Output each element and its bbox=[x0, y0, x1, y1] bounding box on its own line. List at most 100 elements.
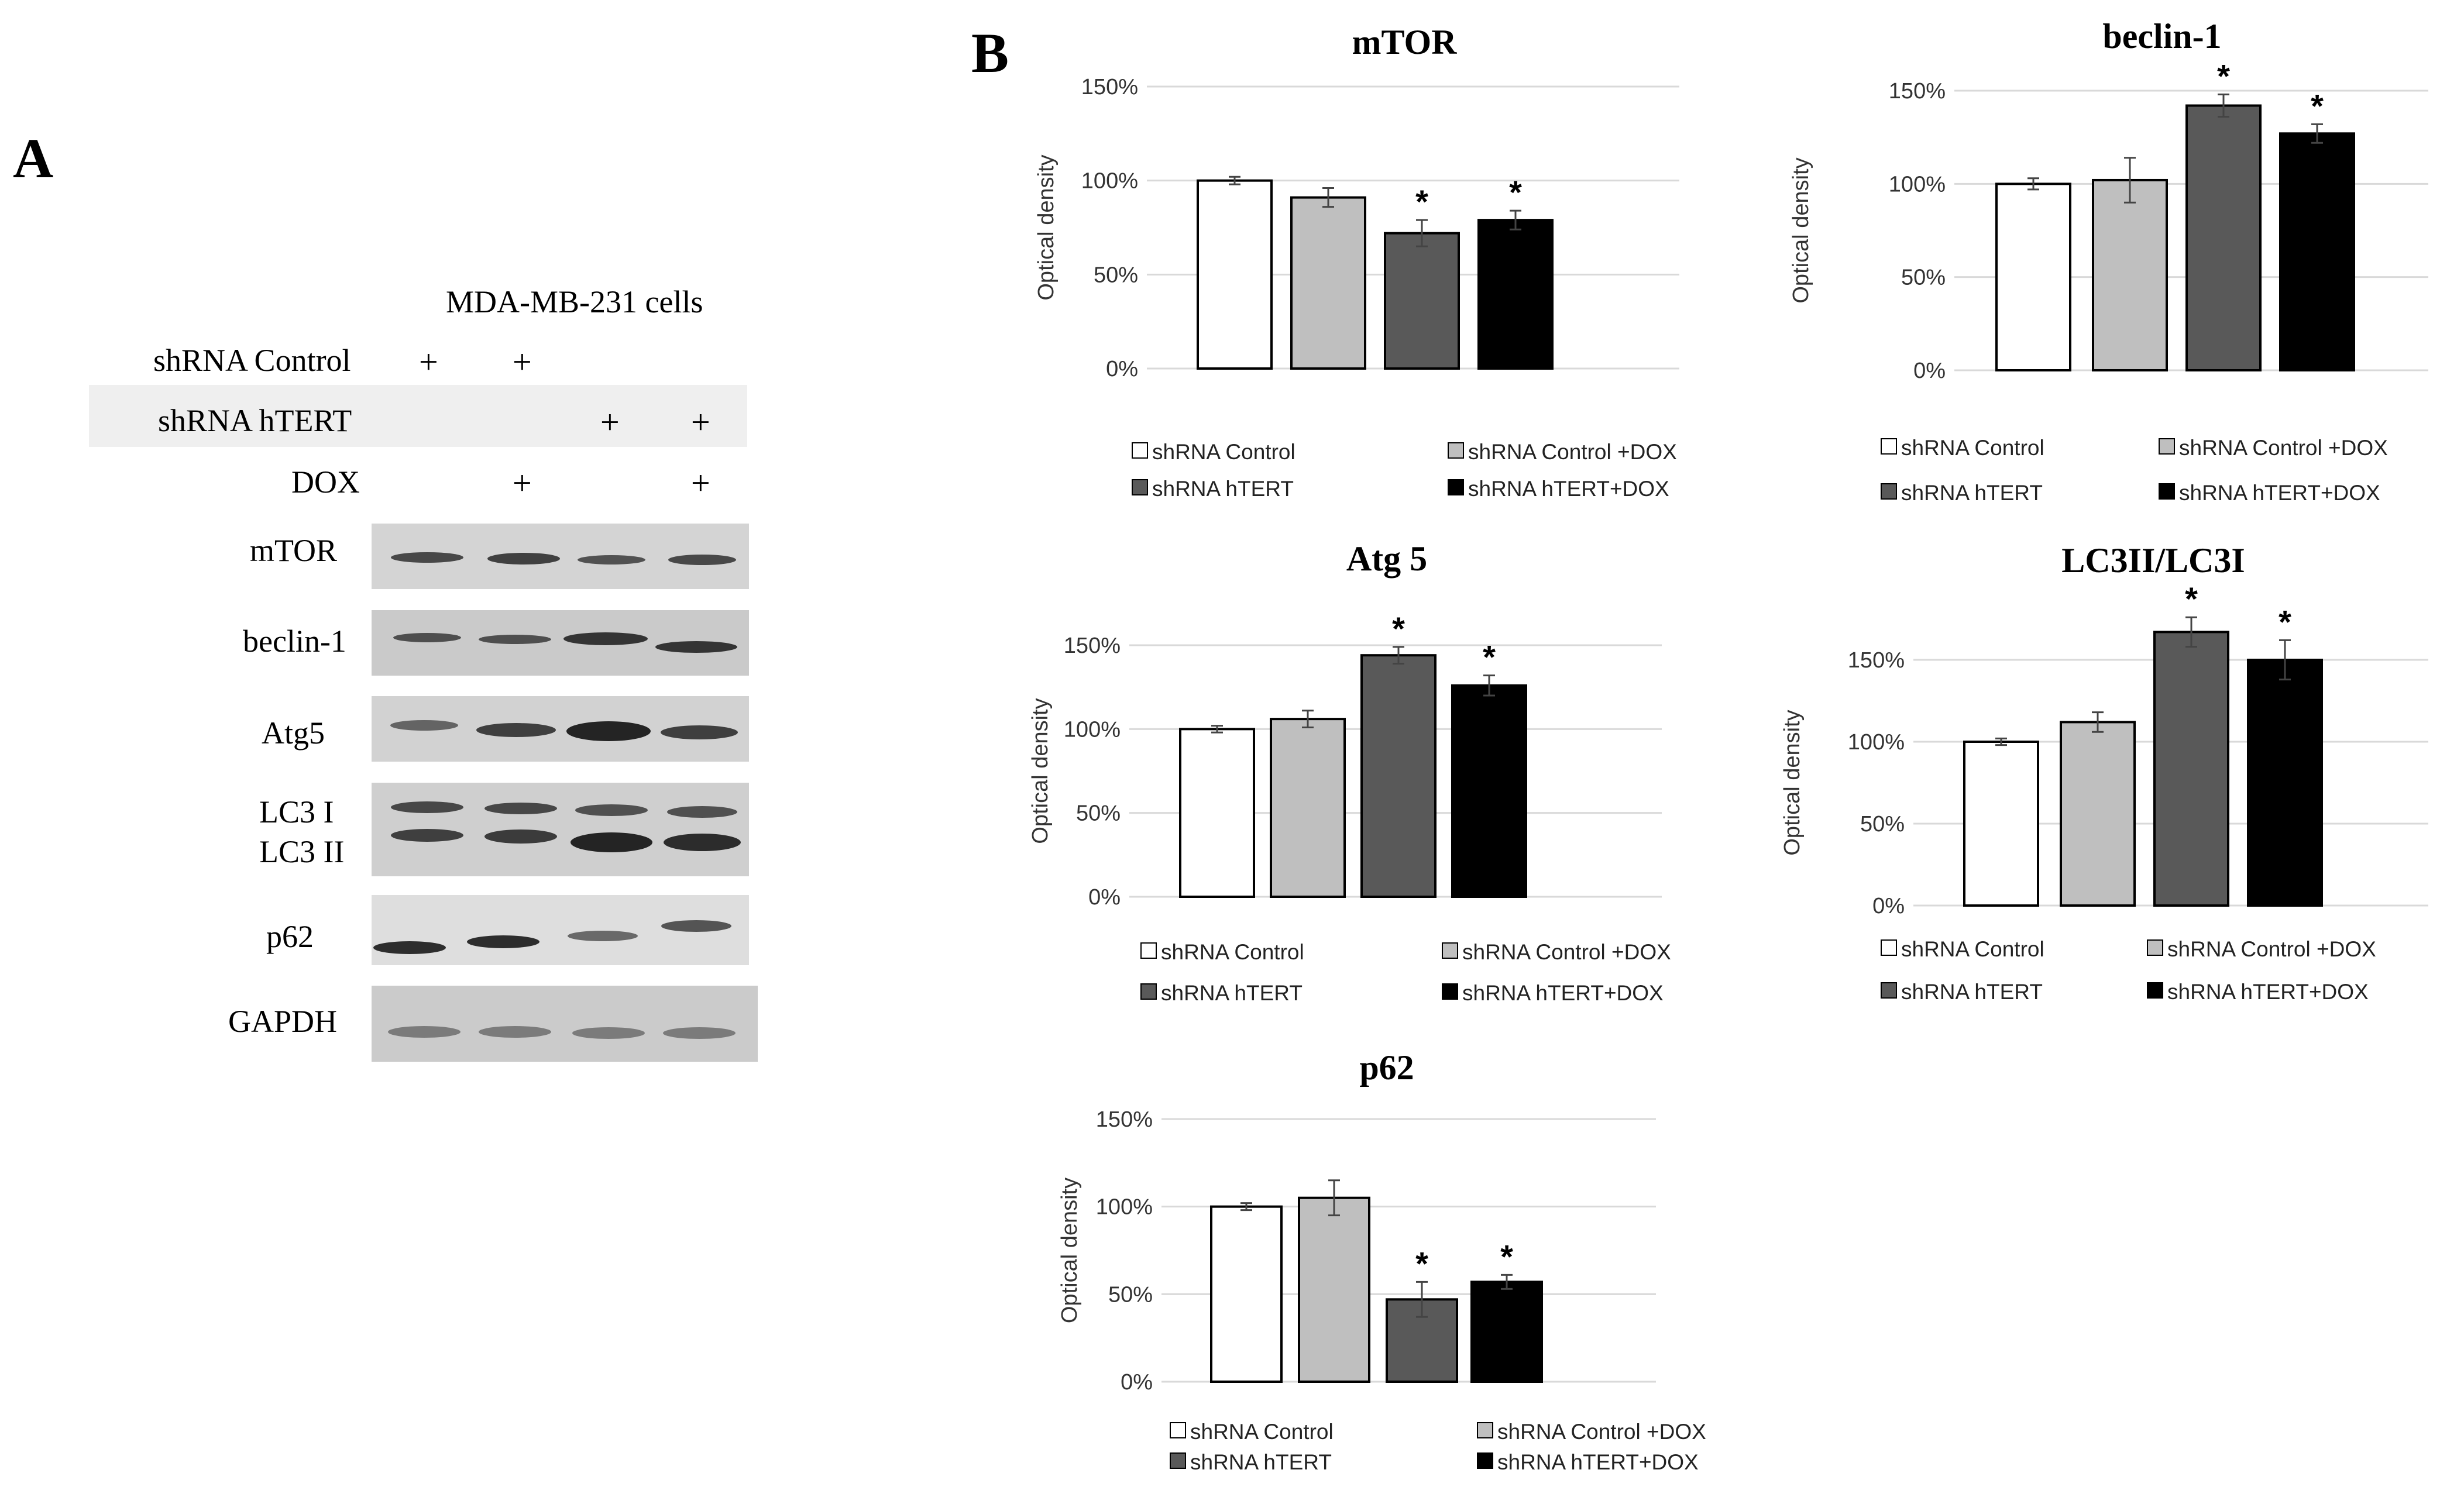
band-mtor-1 bbox=[391, 552, 463, 563]
y-tick-label: 100% bbox=[1848, 730, 1905, 755]
chart-0: mTOR 0% 50% 100% 150% Optical density * * shRNA … bbox=[1034, 23, 1679, 501]
band-beclin-3 bbox=[563, 632, 648, 645]
chart-title: beclin-1 bbox=[2102, 17, 2221, 56]
legend-label: shRNA hTERT bbox=[1901, 481, 2043, 505]
y-tick-label: 50% bbox=[1901, 266, 1946, 290]
blot-strips bbox=[372, 524, 758, 1062]
legend-swatch bbox=[1881, 483, 1897, 500]
band-gapdh-4 bbox=[663, 1027, 736, 1039]
plus-mark: + bbox=[691, 403, 710, 441]
blot-label-gapdh: GAPDH bbox=[228, 1004, 338, 1039]
y-axis-label: Optical density bbox=[1034, 154, 1059, 300]
bar-2 bbox=[1384, 232, 1460, 370]
chart-2: Atg 5 0% 50% 100% 150% Optical density * * shRNA… bbox=[1028, 539, 1671, 1005]
bar-0 bbox=[1995, 183, 2071, 371]
y-tick-label: 100% bbox=[1081, 169, 1138, 194]
band-mtor-3 bbox=[578, 555, 645, 564]
y-axis-label: Optical density bbox=[1057, 1178, 1082, 1323]
chart-title: Atg 5 bbox=[1346, 539, 1427, 578]
legend-label: shRNA Control +DOX bbox=[2167, 937, 2376, 961]
band-lc3i-1 bbox=[391, 801, 463, 813]
y-axis-label: Optical density bbox=[1028, 698, 1053, 844]
band-p62-2 bbox=[467, 935, 539, 948]
band-p62-3 bbox=[568, 931, 638, 941]
bar-3 bbox=[1451, 684, 1527, 899]
legend-swatch bbox=[1477, 1422, 1493, 1438]
bar-0 bbox=[1963, 741, 2039, 907]
band-mtor-2 bbox=[487, 553, 560, 564]
chart-4: p62 0% 50% 100% 150% Optical density * * shRNA C… bbox=[1057, 1048, 1706, 1474]
legend-swatch bbox=[1448, 479, 1464, 495]
chart-1: beclin-1 0% 50% 100% 150% Optical density * * sh… bbox=[1789, 17, 2428, 505]
band-p62-4 bbox=[661, 920, 731, 932]
bar-0 bbox=[1210, 1205, 1283, 1383]
band-atg5-4 bbox=[661, 725, 738, 739]
condition-label-shrna-htert: shRNA hTERT bbox=[158, 403, 352, 438]
legend-swatch bbox=[2147, 939, 2163, 956]
band-atg5-3 bbox=[566, 721, 651, 741]
legend-swatch bbox=[2159, 483, 2175, 500]
chart-3: LC3II/LC3I 0% 50% 100% 150% Optical density * *… bbox=[1780, 541, 2428, 1004]
y-tick-label: 50% bbox=[1860, 812, 1905, 837]
legend-label: shRNA hTERT bbox=[1190, 1450, 1332, 1474]
legend-label: shRNA Control bbox=[1152, 440, 1295, 464]
legend-label: shRNA hTERT bbox=[1152, 477, 1294, 501]
legend-swatch bbox=[1477, 1452, 1493, 1469]
legend-label: shRNA Control bbox=[1901, 937, 2044, 961]
legend-label: shRNA Control bbox=[1190, 1420, 1334, 1444]
band-p62-1 bbox=[373, 941, 446, 954]
legend-label: shRNA hTERT+DOX bbox=[2167, 980, 2369, 1004]
blot-label-p62: p62 bbox=[266, 919, 314, 954]
plus-mark: + bbox=[419, 343, 438, 381]
legend-swatch bbox=[1132, 479, 1148, 495]
legend-label: shRNA Control +DOX bbox=[1462, 940, 1671, 964]
band-lc3i-3 bbox=[575, 804, 648, 816]
y-tick-label: 0% bbox=[1913, 359, 1946, 383]
plus-mark: + bbox=[513, 343, 532, 381]
band-lc3ii-3 bbox=[571, 832, 652, 852]
plus-mark: + bbox=[600, 403, 620, 441]
bar-1 bbox=[1290, 196, 1366, 370]
y-tick-label: 50% bbox=[1076, 801, 1121, 826]
panel-a-letter: A bbox=[13, 127, 54, 190]
y-tick-label: 100% bbox=[1889, 172, 1946, 197]
bar-2 bbox=[1360, 654, 1437, 898]
significance-star: * bbox=[1500, 1238, 1513, 1275]
significance-star: * bbox=[2185, 580, 2198, 617]
band-lc3ii-2 bbox=[484, 829, 557, 844]
legend-swatch bbox=[1140, 942, 1157, 959]
blot-label-beclin-1: beclin-1 bbox=[243, 624, 346, 659]
significance-star: * bbox=[1483, 639, 1496, 676]
band-lc3i-2 bbox=[484, 803, 557, 814]
bar-3 bbox=[2247, 659, 2323, 907]
band-lc3i-4 bbox=[667, 806, 737, 818]
legend-label: shRNA Control bbox=[1161, 940, 1304, 964]
band-gapdh-3 bbox=[572, 1027, 645, 1039]
bar-0 bbox=[1197, 179, 1273, 370]
significance-star: * bbox=[1509, 174, 1522, 211]
legend-swatch bbox=[2147, 982, 2163, 999]
panel-b-letter: B bbox=[971, 22, 1009, 84]
y-tick-label: 150% bbox=[1096, 1107, 1153, 1132]
y-tick-label: 150% bbox=[1889, 79, 1946, 104]
bar-0 bbox=[1179, 728, 1255, 899]
legend-swatch bbox=[1140, 983, 1157, 1000]
blot-strip-gapdh bbox=[372, 986, 758, 1062]
band-gapdh-2 bbox=[479, 1026, 551, 1038]
legend-swatch bbox=[1881, 982, 1897, 999]
y-tick-label: 0% bbox=[1106, 357, 1138, 381]
bar-3 bbox=[1477, 219, 1554, 370]
bar-1 bbox=[1270, 718, 1346, 898]
legend-swatch bbox=[1442, 942, 1458, 959]
plus-mark: + bbox=[513, 464, 532, 502]
band-beclin-1 bbox=[393, 633, 461, 642]
condition-highlight-band bbox=[89, 385, 747, 447]
y-axis-label: Optical density bbox=[1789, 157, 1813, 303]
legend-swatch bbox=[1448, 442, 1464, 459]
significance-star: * bbox=[1415, 183, 1428, 220]
y-tick-label: 100% bbox=[1096, 1195, 1153, 1220]
legend-label: shRNA Control +DOX bbox=[1468, 440, 1677, 464]
condition-label-shrna-control: shRNA Control bbox=[153, 343, 351, 378]
significance-star: * bbox=[2311, 87, 2324, 124]
legend-label: shRNA Control +DOX bbox=[2179, 436, 2388, 460]
